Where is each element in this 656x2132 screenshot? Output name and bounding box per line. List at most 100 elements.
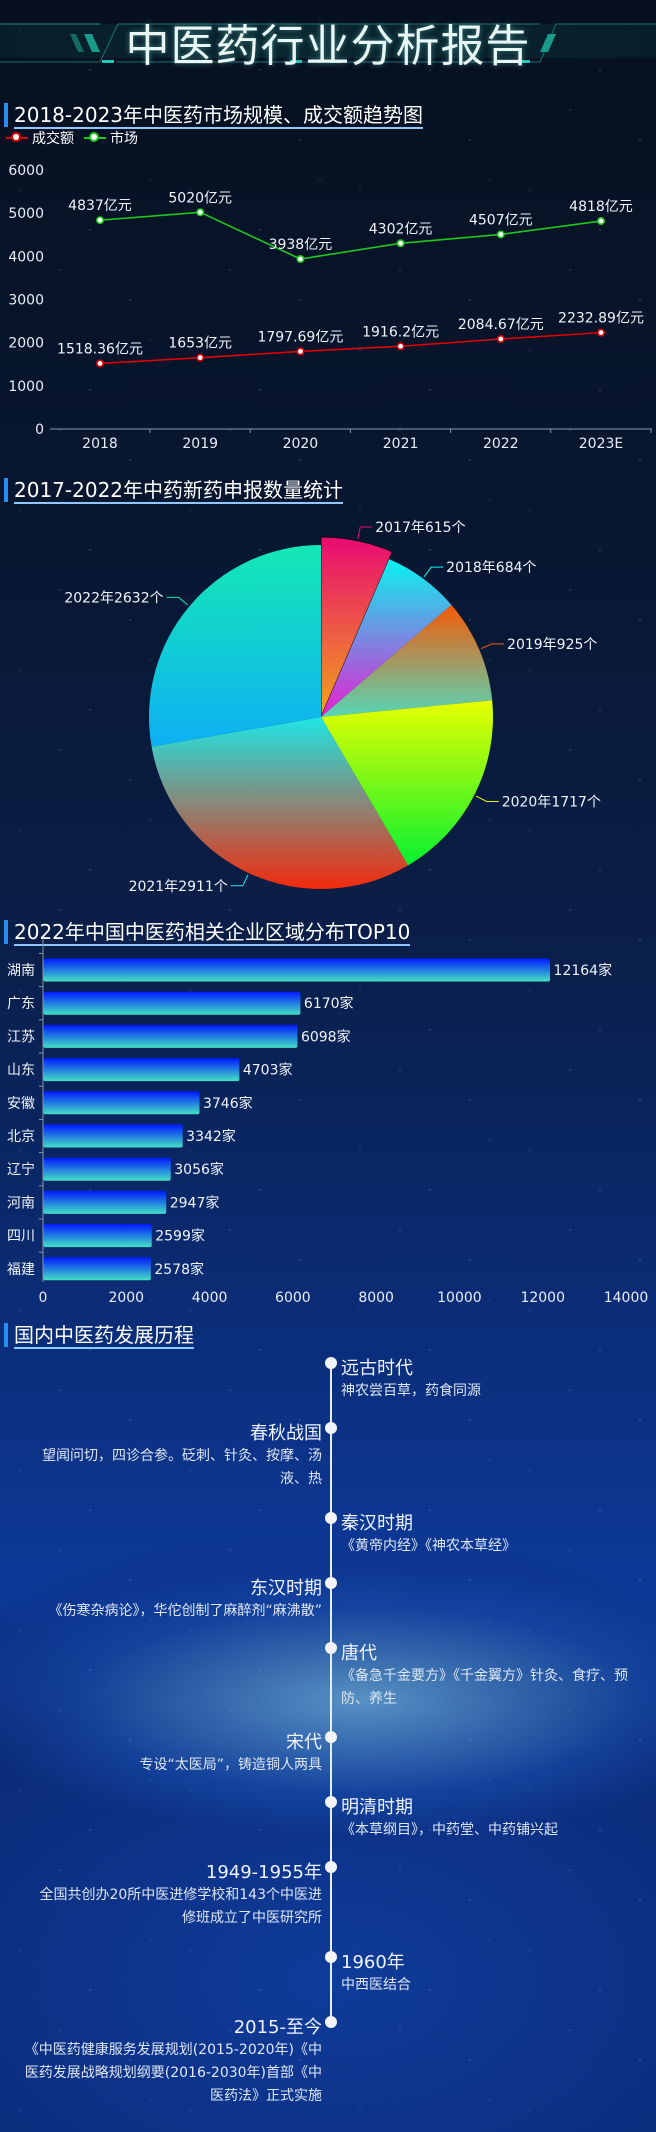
- data-point: [496, 230, 505, 239]
- label-leader-line: [480, 643, 505, 650]
- data-label: 1518.36亿元: [57, 341, 143, 357]
- y-tick-label: 0: [35, 422, 44, 438]
- y-tick-label: 6000: [8, 163, 44, 179]
- legend-item-market[interactable]: 市场: [84, 128, 138, 148]
- bar-value-label: 6098家: [301, 1028, 351, 1045]
- timeline-node-icon: [325, 1951, 337, 1963]
- timeline-item-title: 远古时代: [341, 1358, 413, 1379]
- bar-山东: [43, 1058, 240, 1082]
- bar-value-label: 4703家: [243, 1062, 293, 1079]
- data-point: [396, 342, 405, 351]
- x-tick-label: 8000: [358, 1290, 394, 1306]
- bar-辽宁: [43, 1157, 171, 1181]
- y-tick-label: 3000: [8, 293, 44, 309]
- x-tick-label: 2018: [82, 436, 118, 452]
- x-tick-label: 6000: [275, 1290, 311, 1306]
- category-label: 山东: [7, 1063, 35, 1079]
- x-tick-label: 4000: [192, 1290, 228, 1306]
- pie-slice-2018: [321, 559, 452, 717]
- bar-value-label: 3056家: [174, 1161, 224, 1178]
- timeline-item-desc: 望闻问切，四诊合参。砭刺、针灸、按摩、汤液、热: [42, 1448, 322, 1487]
- bar-北京: [43, 1124, 183, 1148]
- pie-label: 2017年615个: [375, 520, 465, 536]
- data-point: [596, 328, 605, 337]
- timeline-node-icon: [325, 1577, 337, 1589]
- line-chart-title-text: 2018-2023年中医药市场规模、成交额趋势图: [14, 103, 424, 129]
- category-label: 江苏: [7, 1029, 35, 1045]
- category-label: 安徽: [7, 1096, 35, 1112]
- timeline-item-desc: 《本草纲目》，中药堂、中药铺兴起: [341, 1822, 558, 1838]
- line-legend[interactable]: 成交额 市场: [6, 128, 138, 148]
- y-tick-label: 2000: [8, 336, 44, 352]
- pie-slice-2021: [151, 717, 409, 889]
- timeline-axis: [330, 1360, 332, 2025]
- bar-value-label: 6170家: [304, 995, 354, 1012]
- bar-value-label: 2599家: [155, 1228, 205, 1245]
- timeline-item-desc: 全国共创办20所中医进修学校和143个中医进修班成立了中医研究所: [39, 1887, 322, 1926]
- pie-chart-title-text: 2017-2022年中药新药申报数量统计: [14, 478, 344, 504]
- timeline-item-desc: 《伤寒杂病论》，华佗创制了麻醉剂“麻沸散”: [48, 1603, 322, 1619]
- legend-label: 成交额: [32, 131, 74, 147]
- data-point: [96, 359, 105, 368]
- timeline-node-icon: [325, 1796, 337, 1808]
- timeline-item-title: 明清时期: [341, 1797, 413, 1818]
- x-tick-label: 12000: [520, 1290, 565, 1306]
- data-label: 5020亿元: [168, 190, 232, 206]
- timeline-item-title: 春秋战国: [250, 1423, 322, 1444]
- timeline-node-icon: [325, 1512, 337, 1524]
- data-label: 2084.67亿元: [458, 317, 544, 333]
- timeline-item-title: 秦汉时期: [341, 1513, 413, 1534]
- x-tick-label: 2022: [483, 436, 519, 452]
- x-tick-label: 2023E: [579, 436, 623, 452]
- series-line: [99, 211, 602, 260]
- timeline-item-title: 东汉时期: [250, 1578, 322, 1599]
- timeline-item-desc: 中西医结合: [341, 1977, 411, 1993]
- pie-label: 2022年2632个: [64, 590, 163, 606]
- data-label: 1653亿元: [168, 336, 232, 352]
- timeline-item-desc: 《中医药健康服务发展规划(2015-2020年)《中医药发展战略规划纲要(201…: [24, 2042, 322, 2104]
- bar-湖南: [43, 958, 551, 982]
- pie-slice-2020: [321, 700, 493, 866]
- data-label: 2232.89亿元: [558, 311, 644, 327]
- category-label: 湖南: [7, 963, 35, 979]
- label-leader-line: [357, 526, 373, 539]
- timeline-node-icon: [325, 1731, 337, 1743]
- timeline-node-icon: [325, 1422, 337, 1434]
- x-tick-label: 2019: [182, 436, 218, 452]
- timeline-item-desc: 《备急千金要方》《千金翼方》针灸、食疗、预防、养生: [341, 1668, 628, 1707]
- timeline-node-icon: [325, 1357, 337, 1369]
- line-chart-title: 2018-2023年中医药市场规模、成交额趋势图: [4, 103, 424, 129]
- legend-item-deal[interactable]: 成交额: [6, 128, 74, 148]
- bar-四川: [43, 1224, 152, 1248]
- x-tick-label: 2021: [383, 436, 419, 452]
- data-label: 4507亿元: [469, 212, 533, 228]
- data-label: 4818亿元: [569, 199, 633, 215]
- pie-slice-2022: [149, 545, 321, 747]
- title-banner: [0, 23, 656, 63]
- timeline-item-title: 2015-至今: [233, 2017, 322, 2038]
- bar-福建: [43, 1257, 151, 1281]
- data-label: 1916.2亿元: [362, 324, 439, 340]
- data-point: [396, 239, 405, 248]
- y-tick-label: 5000: [8, 206, 44, 222]
- x-tick-label: 2020: [283, 436, 319, 452]
- bar-广东: [43, 991, 301, 1015]
- legend-label: 市场: [110, 131, 138, 147]
- bar-chart-title-text: 2022年中国中医药相关企业区域分布TOP10: [14, 920, 411, 946]
- pie-label: 2020年1717个: [502, 794, 601, 810]
- line-chart: 0 1000 2000 3000 4000 5000 6000 2018 2019 2020 202…: [8, 163, 652, 452]
- legend-marker-icon: [6, 132, 28, 142]
- bar-chart-title: 2022年中国中医药相关企业区域分布TOP10: [4, 920, 411, 946]
- data-point: [296, 347, 305, 356]
- legend-marker-icon: [84, 132, 106, 142]
- data-point: [296, 255, 305, 264]
- bar-河南: [43, 1190, 167, 1214]
- x-tick-label: 2000: [108, 1290, 144, 1306]
- category-label: 辽宁: [7, 1161, 35, 1178]
- timeline-title: 国内中医药发展历程: [4, 1323, 194, 1349]
- bar-value-label: 12164家: [554, 962, 613, 979]
- x-tick-label: 0: [39, 1290, 48, 1306]
- y-tick-label: 4000: [8, 249, 44, 265]
